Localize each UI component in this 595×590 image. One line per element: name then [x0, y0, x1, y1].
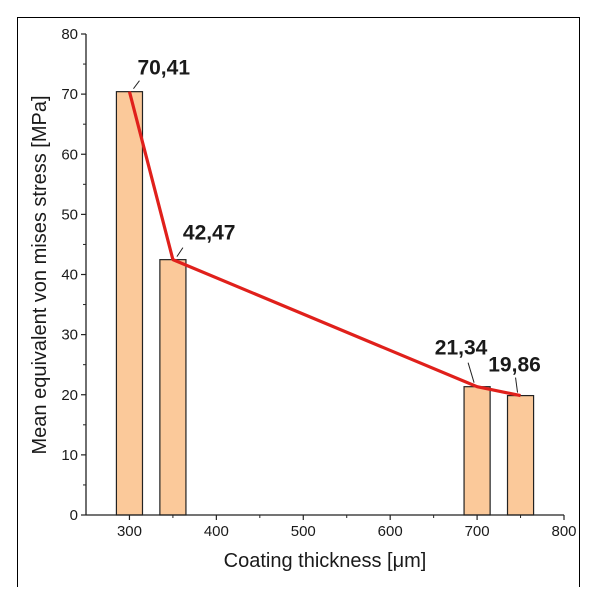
x-tick-label: 600	[378, 523, 403, 540]
y-tick-label: 50	[61, 206, 78, 223]
x-axis-title: Coating thickness [μm]	[224, 550, 427, 572]
axes	[85, 34, 564, 516]
x-tick-label: 800	[551, 523, 576, 540]
bar-700	[463, 386, 491, 516]
y-ticks: 0 10 20 30 40 50 60 70 80	[61, 26, 86, 524]
data-label: 21,34	[435, 337, 488, 360]
label-leaders	[133, 80, 519, 393]
y-tick-label: 70	[61, 86, 78, 103]
data-label: 42,47	[183, 222, 236, 245]
y-tick-label: 60	[61, 146, 78, 163]
data-label: 70,41	[137, 57, 190, 80]
y-tick-label: 80	[61, 26, 78, 43]
label-leader	[515, 377, 519, 393]
bar-300	[115, 91, 144, 516]
y-tick-label: 20	[61, 387, 78, 404]
figure-frame	[17, 17, 580, 587]
x-tick-label: 700	[465, 523, 490, 540]
data-label: 19,86	[488, 354, 541, 377]
y-tick-label: 10	[61, 447, 78, 464]
y-axis-title: Mean equivalent von mises stress [MPa]	[29, 95, 51, 454]
bars	[115, 91, 535, 516]
y-tick-label: 0	[70, 507, 78, 524]
label-leader	[467, 362, 475, 383]
label-leader	[133, 80, 140, 89]
bar-750	[506, 394, 535, 516]
y-tick-label: 40	[61, 267, 78, 284]
trend-line	[127, 91, 521, 398]
label-leader	[176, 247, 184, 257]
y-tick-label: 30	[61, 327, 78, 344]
x-tick-label: 500	[291, 523, 316, 540]
x-tick-label: 300	[117, 523, 142, 540]
x-ticks: 300 400 500 600 700 800	[117, 515, 577, 540]
bar-350	[159, 259, 187, 516]
x-tick-label: 400	[204, 523, 229, 540]
